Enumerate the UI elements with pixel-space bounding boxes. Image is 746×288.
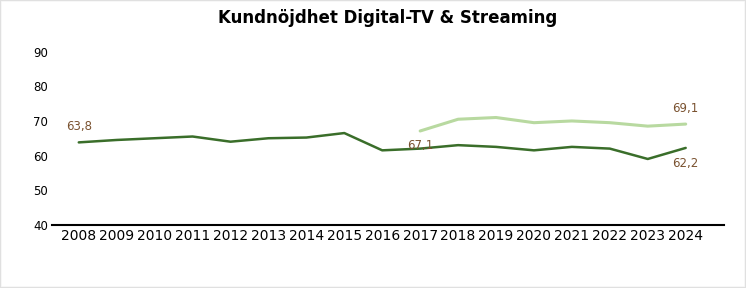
Text: 63,8: 63,8 xyxy=(66,120,92,133)
Text: 62,2: 62,2 xyxy=(673,157,699,170)
Title: Kundnöjdhet Digital-TV & Streaming: Kundnöjdhet Digital-TV & Streaming xyxy=(219,10,557,27)
Legend: Digital-TV, Streaming (betal): Digital-TV, Streaming (betal) xyxy=(259,283,517,288)
Text: 69,1: 69,1 xyxy=(673,102,699,115)
Text: 67,1: 67,1 xyxy=(407,139,433,152)
